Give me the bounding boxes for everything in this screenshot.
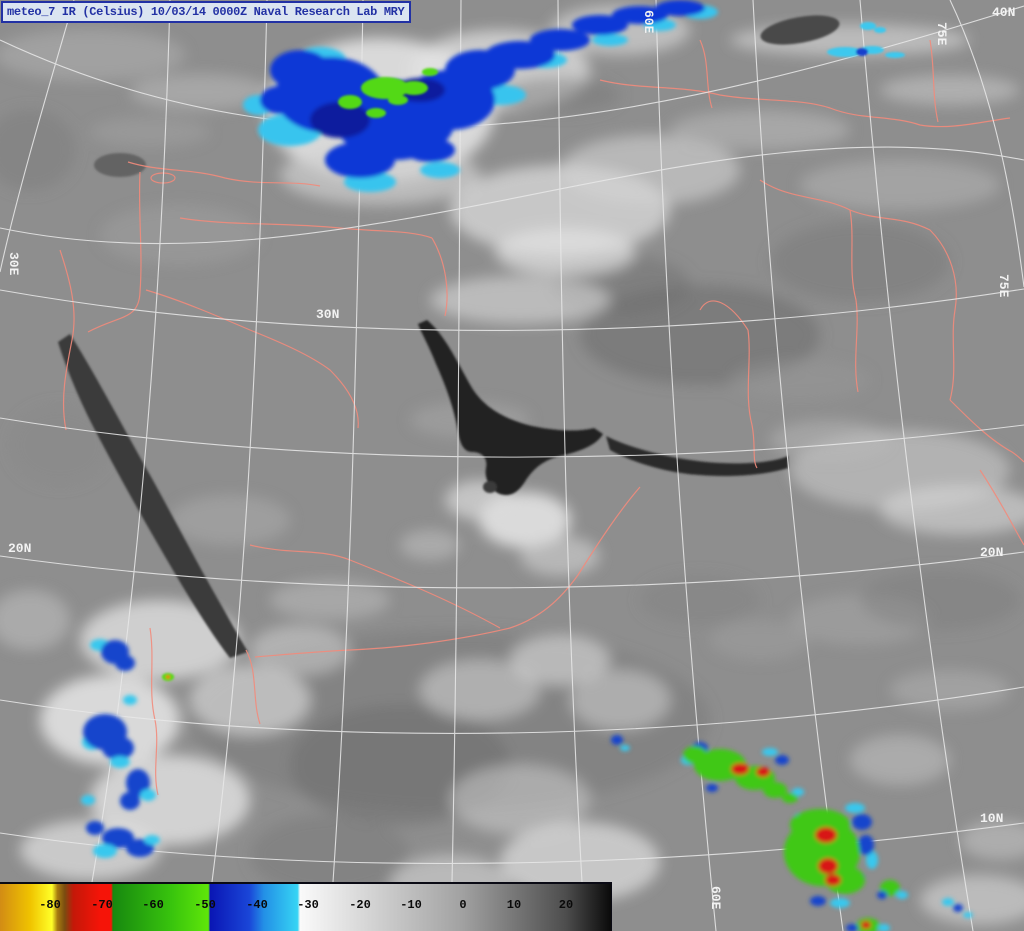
persian-gulf	[418, 320, 603, 496]
caspian-sea	[760, 15, 840, 45]
label-60e-bottom: 60E	[708, 886, 723, 910]
colorbar-tick-label: -50	[194, 898, 216, 912]
mediterranean-sea	[94, 153, 146, 177]
cold-cloud-band-north	[243, 0, 718, 192]
colorbar-tick-label: -80	[39, 898, 61, 912]
meridian-line-60e	[655, 0, 717, 931]
meridian-line-75e	[949, 0, 1024, 288]
label-10n-right: 10N	[980, 811, 1003, 826]
meridian-line-30e	[0, 0, 75, 273]
colorbar-tick-label: -40	[246, 898, 268, 912]
label-30n: 30N	[316, 307, 339, 322]
latitude-line-15n	[0, 686, 1024, 734]
latitude-line-35n	[0, 146, 1024, 245]
convection-southeast	[611, 735, 973, 931]
meridian-line-55e	[557, 0, 583, 883]
label-20n-right: 20N	[980, 545, 1003, 560]
colorbar-tick-label: -60	[142, 898, 164, 912]
tiny-cell-west	[162, 673, 174, 681]
colorbar-tick-label: 10	[506, 898, 522, 912]
label-30e-left: 30E	[6, 252, 21, 276]
temperature-colorbar: -80 -70 -60 -50 -40 -30 -20 -10 0 10 20	[0, 882, 612, 931]
colorbar-tick-label: -10	[400, 898, 422, 912]
product-title-bar: meteo_7 IR (Celsius) 10/03/14 0000Z Nava…	[1, 1, 412, 23]
country-borders	[59, 39, 1024, 796]
cold-cloud-streaks-topright	[827, 22, 905, 58]
meridian-line-70e	[859, 0, 974, 931]
colorbar-tick-label: -70	[91, 898, 113, 912]
latitude-line-25n	[0, 417, 1024, 458]
latitude-line-30n	[0, 288, 1024, 331]
convection-southwest	[81, 639, 160, 858]
label-40n: 40N	[992, 5, 1015, 20]
meridian-line-65e	[752, 0, 844, 931]
gulf-of-oman	[606, 436, 788, 476]
colorbar-tick-label: 0	[459, 898, 467, 912]
graticule-labels: 40N 30N 20N 20N 10N 30E 60E 60E 75E 75E	[6, 5, 1015, 910]
label-60e-top: 60E	[641, 10, 656, 34]
label-75e-top: 75E	[934, 22, 949, 46]
colorbar-tick-label: -20	[349, 898, 371, 912]
colorbar-tick-label: -30	[297, 898, 319, 912]
label-20n-left: 20N	[8, 541, 31, 556]
latitude-line-20n	[0, 551, 1024, 589]
colorbar-tick-label: 20	[558, 898, 574, 912]
label-75e-right: 75E	[996, 274, 1011, 298]
